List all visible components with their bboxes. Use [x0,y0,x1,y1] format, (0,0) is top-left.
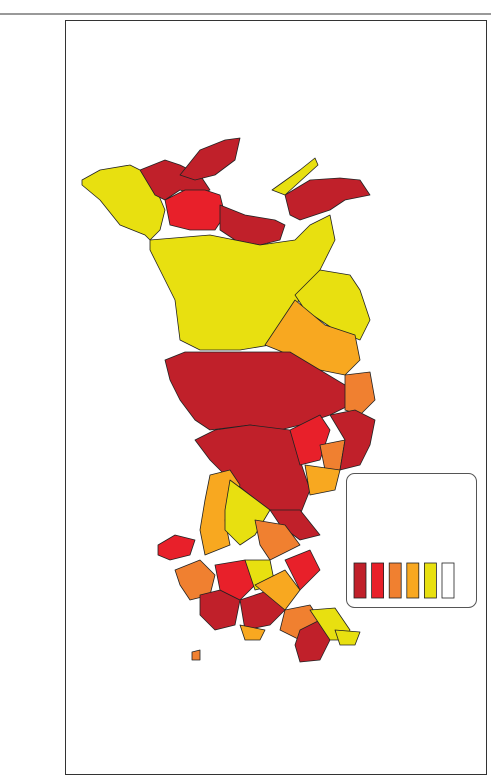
region [254,519,301,561]
region [191,649,201,661]
region [219,204,286,246]
region [271,157,319,196]
region [284,177,371,221]
region [284,549,321,591]
legend-swatches [353,562,455,599]
region [334,629,361,646]
region [164,189,226,231]
region [269,509,321,541]
legend-swatch [406,562,420,599]
legend-swatch [388,562,402,599]
region [329,409,376,471]
region [157,534,196,561]
region [344,371,376,416]
legend-swatch [441,562,455,599]
legend-swatch [353,562,367,599]
region [239,624,266,641]
region [179,137,241,181]
region [304,464,341,496]
region [294,269,371,341]
region [214,559,256,601]
legend-swatch [423,562,437,599]
legend-swatch [371,562,385,599]
regions [81,137,376,663]
region [81,164,166,241]
